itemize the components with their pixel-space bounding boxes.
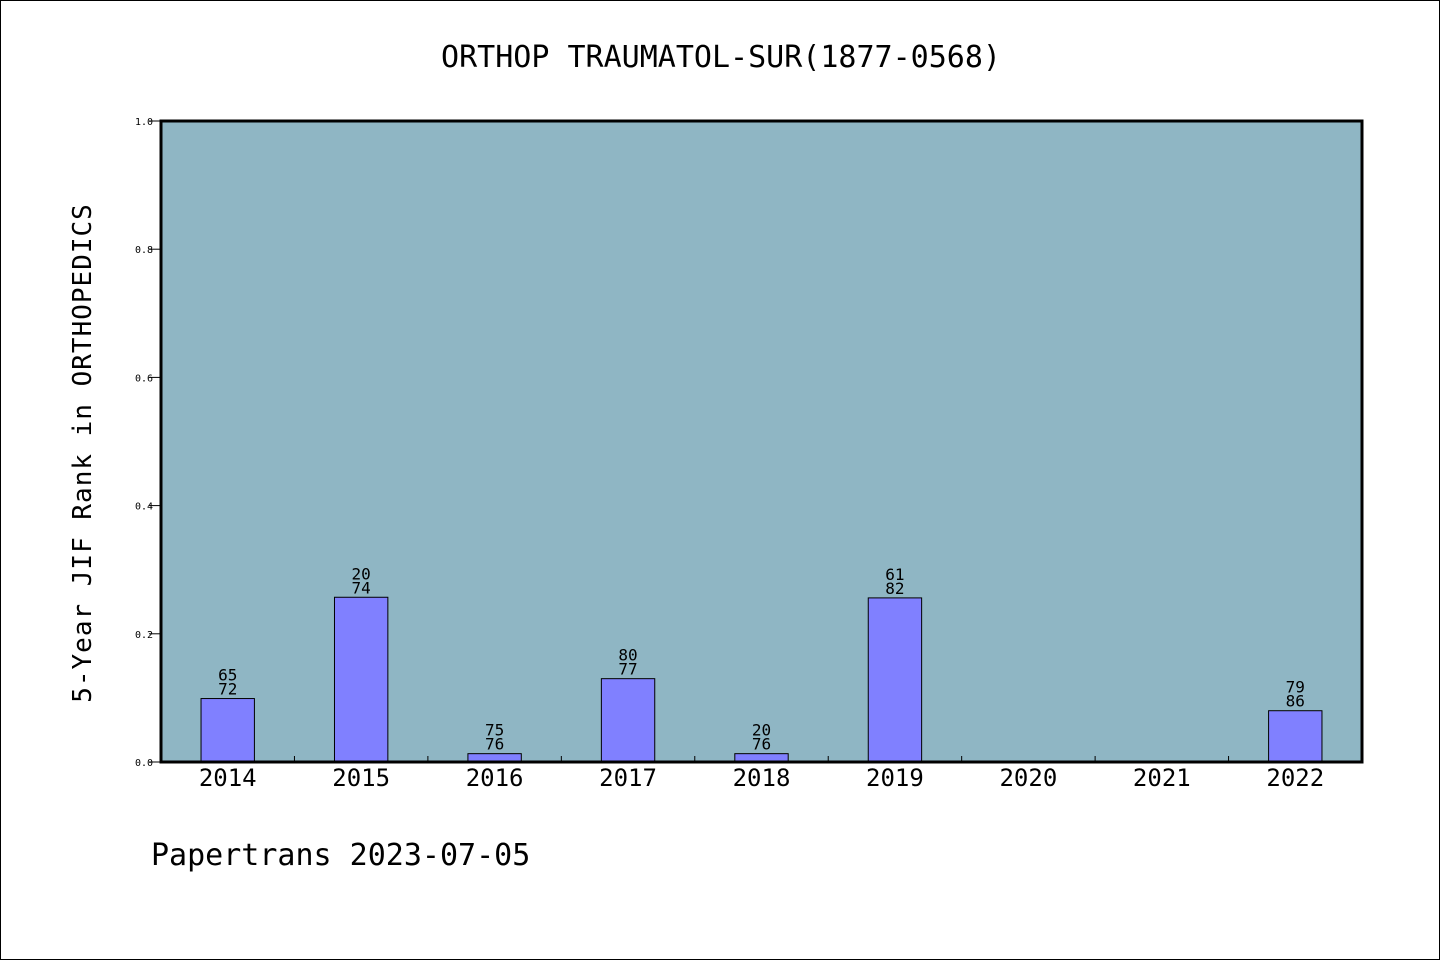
bar-label-rank-2019: 61 xyxy=(885,565,904,584)
chart-title: ORTHOP TRAUMATOL-SUR(1877-0568) xyxy=(441,40,1001,75)
x-tick-label-2017: 2017 xyxy=(599,764,657,792)
bar-label-total-2018: 76 xyxy=(752,735,771,754)
x-tick-label-2016: 2016 xyxy=(466,764,524,792)
bar-label-total-2017: 77 xyxy=(618,660,637,679)
y-axis: 0.0 0.2 0.4 0.6 0.8 1.0 xyxy=(135,117,161,769)
y-tick-label: 0.8 xyxy=(135,245,153,256)
bar-label-rank-2016: 75 xyxy=(485,721,504,740)
x-axis: 2014 2015 2016 2017 2018 2019 2020 2021 2022 xyxy=(199,756,1324,792)
y-tick-label: 1.0 xyxy=(135,117,153,128)
bar-2022 xyxy=(1268,710,1323,763)
x-tick-label-2018: 2018 xyxy=(733,764,791,792)
x-tick-label-2021: 2021 xyxy=(1133,764,1191,792)
bar-label-rank-2017: 80 xyxy=(618,646,637,665)
footer-text: Papertrans 2023-07-05 xyxy=(151,838,530,873)
bar-2015 xyxy=(333,596,389,763)
bar-label-total-2016: 76 xyxy=(485,735,504,754)
y-tick-label: 0.4 xyxy=(135,502,153,513)
bar-label-rank-2018: 20 xyxy=(752,721,771,740)
plot-border xyxy=(159,119,1364,764)
bar-label-total-2015: 74 xyxy=(352,578,371,597)
bar-2014 xyxy=(200,698,255,763)
bar-label-total-2014: 72 xyxy=(218,680,237,699)
x-tick-label-2015: 2015 xyxy=(332,764,390,792)
x-tick-label-2014: 2014 xyxy=(199,764,257,792)
x-tick-label-2020: 2020 xyxy=(999,764,1057,792)
bar-label-rank-2022: 79 xyxy=(1286,678,1305,697)
bar-2019 xyxy=(867,597,923,763)
bar-label-total-2019: 82 xyxy=(885,579,904,598)
bar-label-rank-2015: 20 xyxy=(352,564,371,583)
bars-layer xyxy=(200,596,1323,763)
x-tick-label-2019: 2019 xyxy=(866,764,924,792)
bar-label-rank-2014: 65 xyxy=(218,666,237,685)
y-tick-label: 0.0 xyxy=(135,758,153,769)
y-axis-label: 5-Year JIF Rank in ORTHOPEDICS xyxy=(68,203,98,703)
y-tick-label: 0.6 xyxy=(135,373,153,384)
bar-2017 xyxy=(600,678,656,763)
y-tick-label: 0.2 xyxy=(135,630,153,641)
bar-label-total-2022: 86 xyxy=(1286,692,1305,711)
x-tick-label-2022: 2022 xyxy=(1266,764,1324,792)
